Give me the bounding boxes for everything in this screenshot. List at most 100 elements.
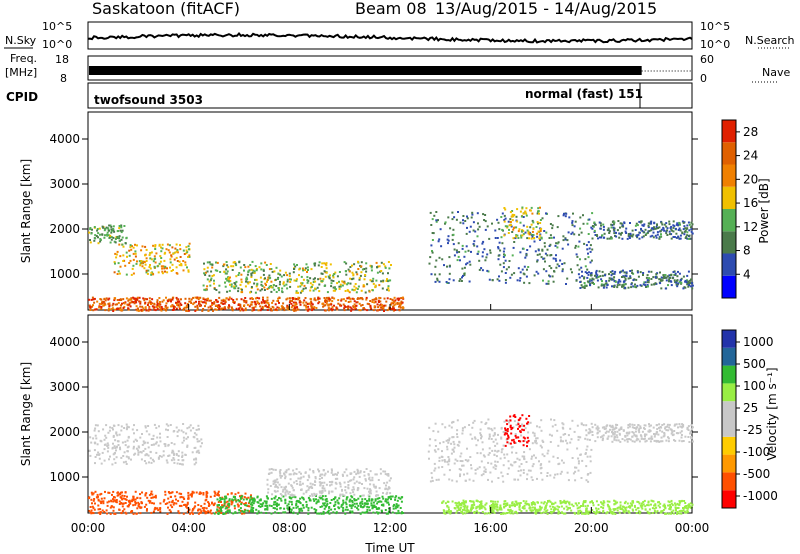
- echo-cell: [251, 271, 254, 274]
- echo-cell: [213, 282, 215, 285]
- echo-cell: [519, 277, 522, 280]
- echo-cell: [305, 500, 308, 503]
- echo-cell: [314, 280, 317, 283]
- echo-cell: [127, 457, 130, 460]
- echo-cell: [158, 455, 161, 457]
- echo-cell: [682, 507, 685, 510]
- echo-cell: [217, 306, 219, 309]
- echo-cell: [254, 265, 257, 268]
- echo-cell: [169, 266, 171, 269]
- echo-cell: [430, 224, 433, 226]
- echo-cell: [257, 302, 259, 304]
- power-y-label: Slant Range [km]: [19, 159, 33, 263]
- echo-cell: [483, 466, 486, 469]
- echo-cell: [612, 228, 615, 231]
- echo-cell: [522, 212, 525, 215]
- echo-cell: [239, 507, 242, 510]
- echo-cell: [198, 451, 201, 454]
- echo-cell: [516, 502, 519, 505]
- echo-cell: [330, 490, 333, 493]
- echo-cell: [254, 297, 257, 300]
- echo-cell: [220, 501, 222, 503]
- echo-cell: [562, 461, 565, 464]
- echo-cell: [518, 228, 521, 231]
- echo-cell: [310, 302, 313, 305]
- echo-cell: [274, 503, 277, 506]
- echo-cell: [307, 305, 310, 308]
- echo-cell: [274, 468, 277, 471]
- echo-cell: [151, 298, 154, 301]
- echo-cell: [484, 503, 487, 506]
- echo-cell: [434, 265, 437, 268]
- echo-cell: [567, 479, 570, 482]
- echo-cell: [371, 289, 374, 292]
- echo-cell: [662, 508, 665, 511]
- echo-cell: [337, 471, 339, 474]
- echo-cell: [512, 215, 515, 218]
- echo-cell: [229, 511, 231, 514]
- echo-cell: [269, 263, 272, 265]
- echo-cell: [103, 459, 106, 462]
- echo-cell: [251, 306, 254, 309]
- cpid-label: CPID: [6, 90, 38, 104]
- echo-cell: [154, 245, 157, 248]
- echo-cell: [266, 506, 269, 509]
- echo-cell: [522, 471, 525, 474]
- echo-cell: [206, 261, 209, 264]
- echo-cell: [349, 306, 352, 309]
- echo-cell: [310, 304, 313, 307]
- echo-cell: [556, 457, 559, 459]
- echo-cell: [325, 296, 328, 299]
- echo-cell: [310, 506, 313, 509]
- echo-cell: [670, 233, 673, 236]
- echo-cell: [290, 497, 293, 500]
- noise-panel-frame: [87, 21, 693, 50]
- echo-cell: [624, 507, 627, 509]
- echo-cell: [149, 450, 152, 453]
- echo-cell: [576, 264, 579, 267]
- echo-cell: [245, 301, 248, 304]
- echo-cell: [550, 512, 553, 515]
- echo-cell: [537, 210, 540, 213]
- echo-cell: [284, 477, 287, 480]
- velocity-panel-frame: [87, 314, 693, 514]
- echo-cell: [291, 503, 293, 506]
- echo-cell: [146, 298, 148, 301]
- echo-cell: [384, 487, 387, 490]
- echo-cell: [613, 503, 616, 506]
- echo-cell: [363, 474, 366, 477]
- echo-cell: [189, 512, 192, 515]
- echo-cell: [512, 426, 515, 429]
- echo-cell: [604, 274, 606, 277]
- echo-cell: [300, 488, 303, 491]
- echo-cell: [587, 480, 590, 483]
- echo-cell: [540, 463, 543, 466]
- echo-cell: [387, 496, 390, 499]
- echo-cell: [121, 236, 124, 239]
- echo-cell: [442, 509, 445, 512]
- echo-cell: [559, 440, 562, 443]
- echo-cell: [318, 297, 321, 300]
- echo-cell: [550, 508, 553, 511]
- echo-cell: [284, 488, 287, 491]
- echo-cell: [445, 510, 448, 513]
- echo-cell: [659, 235, 662, 238]
- echo-cell: [344, 290, 347, 292]
- echo-cell: [576, 424, 579, 427]
- echo-cell: [584, 258, 587, 261]
- echo-cell: [279, 497, 282, 500]
- echo-cell: [353, 285, 356, 288]
- echo-cell: [119, 309, 122, 312]
- echo-cell: [239, 495, 241, 498]
- echo-cell: [675, 281, 678, 284]
- echo-cell: [305, 489, 308, 492]
- echo-cell: [672, 226, 675, 229]
- echo-cell: [589, 261, 592, 264]
- echo-cell: [564, 433, 567, 435]
- echo-cell: [364, 478, 367, 481]
- echo-cell: [309, 499, 312, 502]
- echo-cell: [287, 482, 290, 485]
- echo-cell: [120, 502, 123, 504]
- echo-cell: [180, 492, 183, 495]
- echo-cell: [357, 497, 360, 500]
